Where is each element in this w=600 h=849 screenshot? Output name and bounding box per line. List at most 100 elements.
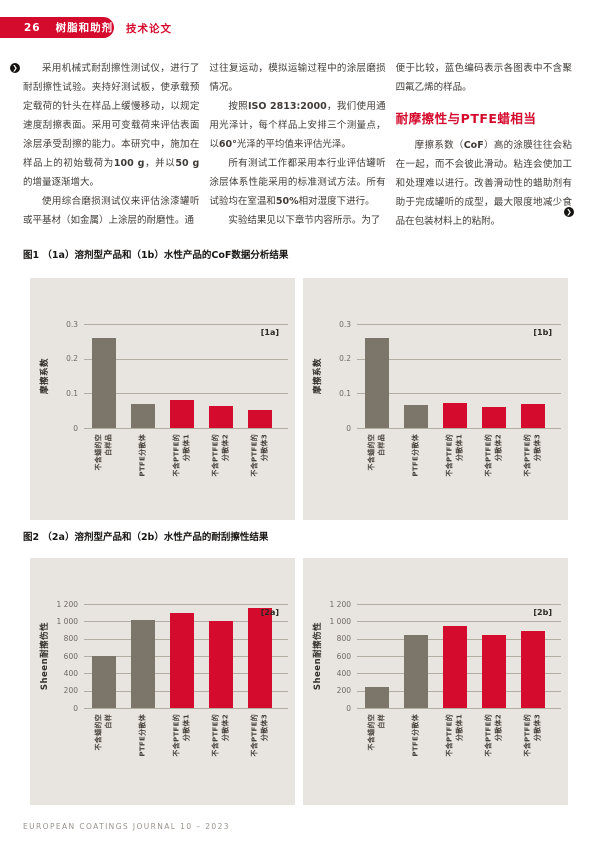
x-axis-label-text: 不含PTFE的 分散体2 [484, 714, 503, 757]
bar [521, 403, 546, 428]
y-axis-tick-label: 0.2 [339, 354, 351, 364]
y-axis-tick-label: 800 [63, 634, 78, 644]
gridline [84, 708, 288, 709]
section-badge: 26 树脂和助剂 [0, 17, 114, 38]
y-axis-title: Sheen耐擦伤性 [313, 621, 323, 691]
y-axis-tick-label: 200 [63, 686, 78, 696]
x-axis-label-text: PTFE分散体 [411, 434, 420, 477]
bar [248, 409, 273, 428]
continuation-arrow-icon: ❯ [564, 207, 574, 217]
subfigure-tag: [1a] [260, 328, 279, 337]
x-axis-category-label: 不含PTFE的 分散体2 [475, 434, 514, 520]
bar [364, 687, 389, 708]
text-column-1: 采用机械式耐刮擦性测试仪，进行了耐刮擦性试验。夹持好测试板，使承载预定载荷的针头… [23, 59, 199, 231]
bar [130, 619, 155, 708]
y-axis-title: 摩擦系数 [40, 357, 50, 395]
x-axis-label-text: 不含PTFE的 分散体3 [250, 434, 269, 477]
x-axis-label-text: 不含PTFE的 分散体2 [484, 434, 503, 477]
x-axis-category-label: 不含PTFE的 分散体2 [202, 714, 241, 800]
subfigure-tag: [2a] [260, 608, 279, 617]
x-axis-category-label: 不含PTFE的 分散体3 [241, 714, 280, 800]
gridline [357, 621, 561, 623]
paragraph: 摩擦系数（CoF）高的涂膜往往会粘在一起，而不会彼此滑动。粘连会使加工和处理难以… [395, 140, 572, 227]
x-axis-category-label: PTFE分散体 [396, 434, 435, 520]
y-axis-tick-label: 800 [336, 634, 351, 644]
chart-panel-1a: 0 0.1 0.2 0.3 不含蜡的空 白样品 PTFE分散体 不含PTFE的 分散体1 不含PT… [30, 278, 295, 520]
y-axis-tick-label: 1 200 [56, 599, 78, 609]
gridline [84, 358, 288, 360]
x-axis-label-text: 不含PTFE的 分散体1 [445, 714, 463, 757]
bar [170, 612, 194, 708]
x-axis-category-label: 不含蜡的空 白样品 [84, 434, 123, 520]
section-title: 树脂和助剂 [55, 22, 114, 34]
x-axis-category-label: 不含PTFE的 分散体3 [514, 434, 553, 520]
gridline [357, 358, 561, 360]
y-axis-tick-label: 0 [346, 423, 351, 433]
y-axis-tick-label: 1 000 [56, 616, 78, 626]
paragraph: 使用综合磨损测试仪来评估涂漆罐听或平基材（如金属）上涂层的耐磨性。通 [23, 196, 200, 226]
x-axis-category-label: 不含PTFE的 分散体3 [514, 714, 553, 800]
x-axis-label-text: 不含PTFE的 分散体1 [445, 434, 463, 477]
bar [91, 656, 116, 708]
gridline [84, 428, 288, 429]
journal-footer: EUROPEAN COATINGS JOURNAL 10 – 2023 [23, 822, 230, 831]
bar [91, 337, 116, 428]
continuation-arrow-icon: ❯ [10, 63, 20, 73]
x-axis-label-text: 不含蜡的空 白样 [94, 714, 112, 751]
gridline [357, 604, 561, 605]
x-axis-category-label: 不含PTFE的 分散体1 [435, 714, 474, 800]
page-number: 26 [24, 21, 41, 34]
y-axis-tick-label: 0 [73, 423, 78, 433]
gridline [357, 393, 561, 395]
subfigure-tag: [1b] [533, 328, 552, 337]
x-axis-category-label: PTFE分散体 [396, 714, 435, 800]
article-type-label: 技术论文 [126, 23, 172, 35]
x-axis-label-text: 不含PTFE的 分散体2 [211, 714, 230, 757]
subfigure-tag: [2b] [533, 608, 552, 617]
gridline [357, 324, 561, 325]
x-axis-category-label: 不含PTFE的 分散体1 [435, 434, 474, 520]
paragraph: 过往复运动，模拟运输过程中的涂层磨损情况。 [209, 63, 386, 93]
bar [482, 407, 507, 428]
bar-chart-1a: 0 0.1 0.2 0.3 不含蜡的空 白样品 PTFE分散体 不含PTFE的 分散体1 不含PT… [40, 320, 288, 477]
x-axis-label-text: PTFE分散体 [411, 714, 420, 757]
bar [209, 621, 234, 708]
gridline [84, 604, 288, 605]
x-axis-category-label: 不含PTFE的 分散体2 [202, 434, 241, 520]
gridline [357, 708, 561, 709]
y-axis-tick-label: 0 [346, 703, 351, 713]
text-column-3: 便于比较，蓝色编码表示各图表中不含聚四氟乙烯的样品。 耐摩擦性与PTFE蜡相当 … [396, 59, 572, 231]
section-heading: 耐摩擦性与PTFE蜡相当 [395, 111, 537, 126]
y-axis-tick-label: 0.1 [339, 388, 351, 398]
paragraph: 按照ISO 2813:2000，我们使用通用光泽计，每个样品上安排三个测量点，以… [209, 101, 386, 150]
bar [209, 405, 234, 428]
bar [170, 400, 194, 428]
bar [443, 402, 467, 428]
x-axis-label-text: 不含PTFE的 分散体1 [172, 434, 190, 477]
gridline [357, 428, 561, 429]
y-axis-tick-label: 0 [73, 703, 78, 713]
paragraph: 便于比较，蓝色编码表示各图表中不含聚四氟乙烯的样品。 [395, 63, 572, 93]
y-axis-tick-label: 0.3 [66, 319, 78, 329]
x-axis-category-label: 不含PTFE的 分散体1 [162, 714, 201, 800]
x-axis-label-text: 不含蜡的空 白样品 [94, 434, 112, 471]
paragraph: 采用机械式耐刮擦性测试仪，进行了耐刮擦性试验。夹持好测试板，使承载预定载荷的针头… [23, 63, 200, 188]
figure1-caption: 图1 （1a）溶剂型产品和（1b）水性产品的CoF数据分析结果 [23, 250, 289, 261]
paragraph: 所有测试工作都采用本行业评估罐听涂层体系性能采用的标准测试方法。所有试验均在室温… [209, 158, 386, 207]
bar-chart-2b: 0 200 400 600 800 1 000 1 200 不含蜡的空 白样 PTFE分散体 不含P… [313, 600, 561, 757]
x-axis-label-text: 不含PTFE的 分散体3 [250, 714, 269, 757]
chart-panel-2b: 0 200 400 600 800 1 000 1 200 不含蜡的空 白样 PTFE分散体 不含P… [303, 558, 568, 805]
x-axis-category-label: 不含蜡的空 白样 [84, 714, 123, 800]
bar-chart-2a: 0 200 400 600 800 1 000 1 200 不含蜡的空 白样 PTFE分散体 不含P… [40, 600, 288, 757]
x-axis-label-text: 不含PTFE的 分散体2 [211, 434, 230, 477]
x-axis-category-label: 不含蜡的空 白样 [357, 714, 396, 800]
bar [130, 403, 155, 428]
x-axis-category-label: 不含PTFE的 分散体1 [162, 434, 201, 520]
x-axis-category-label: PTFE分散体 [123, 434, 162, 520]
x-axis-category-label: 不含蜡的空 白样品 [357, 434, 396, 520]
bar [248, 608, 273, 708]
bar [443, 625, 467, 708]
figure2-caption: 图2 （2a）溶剂型产品和（2b）水性产品的耐刮擦性结果 [23, 532, 269, 543]
x-axis-label-text: PTFE分散体 [138, 434, 147, 477]
